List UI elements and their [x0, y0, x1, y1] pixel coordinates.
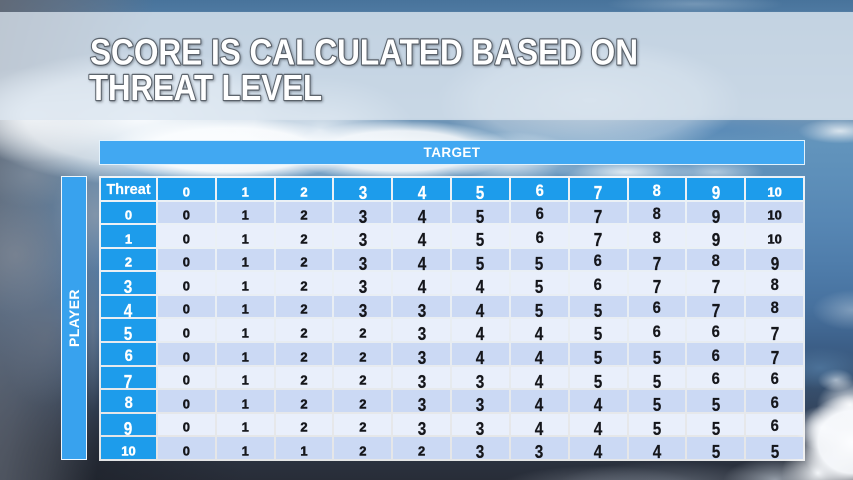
svg-text:SCORE IS CALCULATED BASED ON: SCORE IS CALCULATED BASED ON [90, 32, 638, 73]
svg-text:THREAT LEVEL: THREAT LEVEL [89, 67, 322, 108]
